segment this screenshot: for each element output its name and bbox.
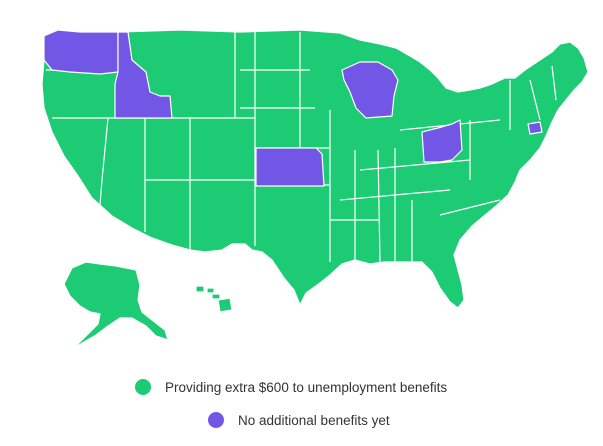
hawaii-island (206, 287, 215, 294)
legend-label-providing: Providing extra $600 to unemployment ben… (165, 379, 448, 395)
hawaii-island (195, 285, 205, 293)
hawaii-state (195, 285, 233, 313)
alaska-state (63, 261, 169, 349)
idaho-state (114, 31, 173, 119)
border-line (439, 199, 501, 216)
legend-item-none: No additional benefits yet (208, 412, 390, 428)
legend-label-none: No additional benefits yet (238, 412, 390, 428)
washington-state (43, 29, 119, 75)
legend-swatch-none (208, 412, 224, 428)
wisconsin-state (341, 61, 399, 119)
border-line (339, 189, 451, 201)
border-line (529, 79, 541, 121)
connecticut-state (527, 121, 543, 135)
border-line (99, 117, 109, 206)
hawaii-island (211, 293, 221, 300)
hawaii-island (217, 297, 233, 313)
legend-swatch-providing (135, 379, 151, 395)
states-no-benefits (43, 29, 543, 187)
border-line (551, 65, 557, 101)
kansas-state (255, 147, 325, 187)
border-line (359, 159, 471, 171)
ohio-state (421, 119, 463, 163)
legend-item-providing: Providing extra $600 to unemployment ben… (135, 379, 447, 395)
